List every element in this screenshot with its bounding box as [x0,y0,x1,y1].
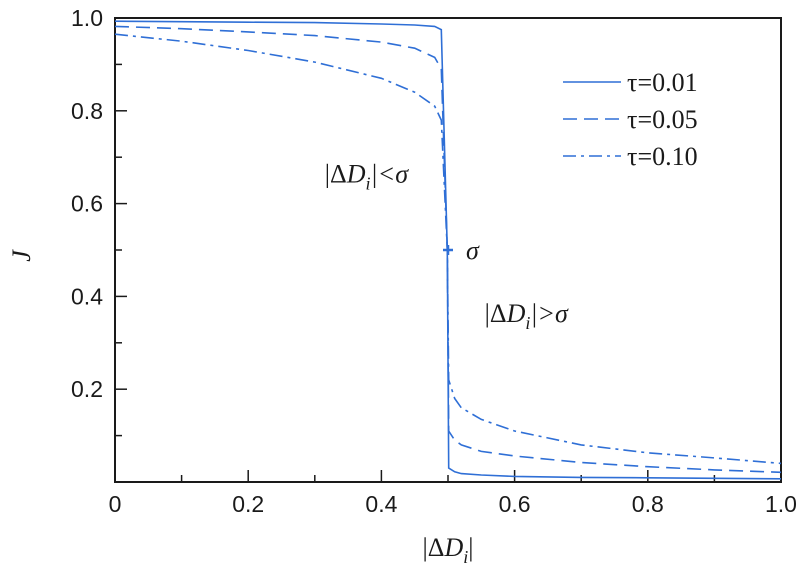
series-line-2 [114,25,782,474]
y-tick-label: 1.0 [71,5,103,31]
x-axis-label: |ΔDi| [423,533,474,567]
y-tick-label: 0.2 [71,376,103,402]
x-tick-label: 1.0 [765,491,797,517]
sigma-marker: σ [443,236,480,265]
series-line-3 [114,33,782,465]
legend-label-1: τ=0.01 [627,68,698,97]
axis-ticks [114,17,782,483]
series-lines [114,20,782,480]
annotations: |ΔDi|<σ |ΔDi|>σ [325,160,569,333]
y-tick-label: 0.8 [71,98,103,124]
y-axis-label: J [7,249,36,262]
x-tick-label: 0.6 [499,491,531,517]
x-tick-label: 0 [109,491,122,517]
x-tick-label: 0.4 [365,491,397,517]
series-line-1 [114,20,782,480]
legend-label-3: τ=0.10 [627,142,698,171]
annotation-gt: |ΔDi|>σ [485,299,569,333]
y-tick-label: 0.6 [71,191,103,217]
tick-labels: 0 0.2 0.4 0.6 0.8 1.0 0.2 0.4 0.6 0.8 1.0 [71,5,797,517]
y-tick-label: 0.4 [71,283,103,309]
legend-label-2: τ=0.05 [627,105,698,134]
x-tick-label: 0.2 [232,491,264,517]
sigma-label: σ [466,236,480,265]
annotation-lt: |ΔDi|<σ [325,160,409,194]
legend: τ=0.01 τ=0.05 τ=0.10 [563,68,698,171]
x-tick-label: 0.8 [632,491,664,517]
